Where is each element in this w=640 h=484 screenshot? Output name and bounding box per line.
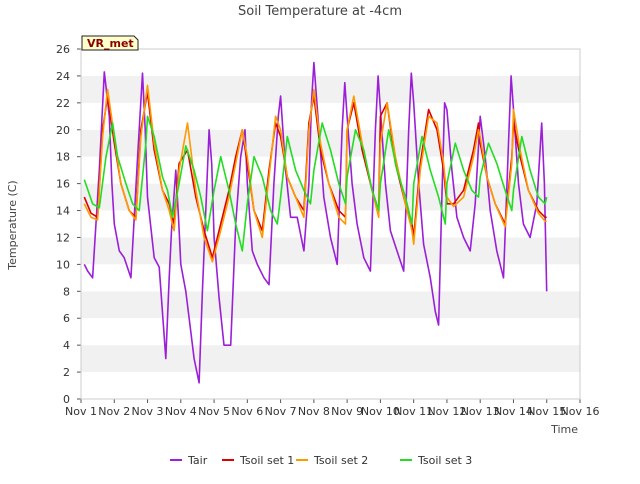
x-axis: Nov 1 Nov 2 Nov 3 Nov 4 Nov 5 Nov 6 Nov 7 Nov 8… (65, 399, 599, 418)
grid-band (81, 102, 580, 130)
y-tick-label: 18 (56, 151, 70, 164)
grid-band (81, 345, 580, 373)
x-tick-label: Nov 10 (361, 405, 400, 418)
x-tick-label: Nov 6 (231, 405, 263, 418)
y-tick-label: 24 (56, 70, 70, 83)
badge-label: VR_met (87, 37, 134, 50)
grid-band (81, 264, 580, 292)
y-axis-title: Temperature (C) (6, 180, 19, 270)
series-line-tsoil-set-2 (83, 84, 547, 263)
series-lines (83, 61, 548, 384)
y-tick-label: 16 (56, 178, 70, 191)
vr-met-badge: VR_met (81, 35, 139, 51)
y-tick-label: 22 (56, 97, 70, 110)
grid-band (81, 75, 580, 103)
x-tick-label: Nov 11 (394, 405, 433, 418)
x-tick-label: Nov 7 (265, 405, 297, 418)
legend: Tair Tsoil set 1 Tsoil set 2 Tsoil set 3 (170, 454, 472, 467)
y-tick-label: 26 (56, 43, 70, 56)
y-tick-label: 14 (56, 205, 70, 218)
legend-label: Tsoil set 3 (417, 454, 472, 467)
y-tick-label: 8 (63, 285, 70, 298)
plot-background-bands (81, 49, 580, 399)
x-axis-title: Time (550, 423, 578, 436)
grid-band (81, 291, 580, 319)
y-tick-label: 10 (56, 258, 70, 271)
grid-band (81, 49, 580, 76)
legend-label: Tsoil set 2 (313, 454, 368, 467)
series-line-tsoil-set-3 (83, 115, 548, 252)
y-tick-label: 4 (63, 339, 70, 352)
grid-band (81, 372, 580, 399)
x-tick-label: Nov 4 (165, 405, 197, 418)
x-tick-label: Nov 16 (561, 405, 600, 418)
x-tick-label: Nov 9 (331, 405, 363, 418)
grid-band (81, 318, 580, 346)
x-tick-label: Nov 13 (461, 405, 500, 418)
legend-label: Tsoil set 1 (239, 454, 294, 467)
chart-title: Soil Temperature at -4cm (238, 4, 402, 19)
x-tick-label: Nov 14 (494, 405, 533, 418)
y-tick-label: 12 (56, 231, 70, 244)
y-tick-label: 20 (56, 124, 70, 137)
x-tick-label: Nov 12 (427, 405, 466, 418)
x-tick-label: Nov 3 (132, 405, 164, 418)
y-tick-label: 0 (63, 393, 70, 406)
x-tick-label: Nov 8 (298, 405, 330, 418)
legend-label: Tair (187, 454, 208, 467)
y-tick-label: 2 (63, 366, 70, 379)
plot-area-border (80, 48, 581, 400)
x-tick-label: Nov 2 (98, 405, 130, 418)
x-tick-label: Nov 5 (198, 405, 230, 418)
x-tick-label: Nov 1 (65, 405, 97, 418)
y-tick-label: 6 (63, 312, 70, 325)
x-tick-label: Nov 15 (527, 405, 566, 418)
